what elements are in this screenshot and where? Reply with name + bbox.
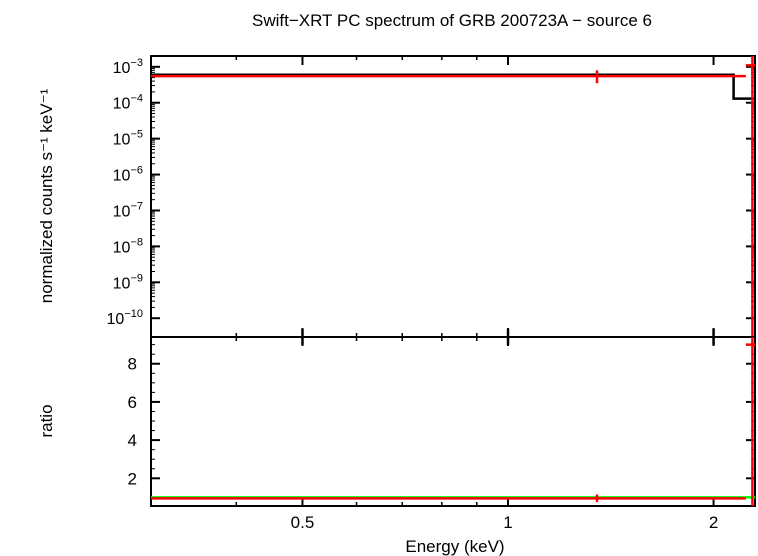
x-tick-label: 0.5 [291,513,315,532]
spectrum-frame [150,55,756,338]
y-tick-label: 10−9 [113,272,143,292]
y-tick-label: 10−3 [113,57,143,77]
x-axis-label: Energy (keV) [405,537,504,556]
model-step-line [151,73,755,100]
y-tick-label: 10−5 [113,129,143,149]
y-tick-label: 10−4 [113,93,143,113]
y-tick-label: 2 [128,469,137,488]
x-tick-label: 2 [709,513,718,532]
y-tick-label: 8 [128,355,137,374]
y-tick-label: 10−6 [113,165,143,185]
chart-title: Swift−XRT PC spectrum of GRB 200723A − s… [252,11,652,30]
y-tick-label: 6 [128,393,137,412]
y-tick-label: 4 [128,431,137,450]
y-tick-label: 10−7 [113,200,143,220]
spectrum-panel: 10−3 10−4 10−5 10−6 10−7 10−8 10−9 10−10 [107,55,756,338]
y-tick-label: 10−8 [113,236,143,256]
spectrum-y-axis-label: normalized counts s⁻¹ keV⁻¹ [37,88,56,303]
ratio-frame [150,336,756,507]
y-tick-label: 10−10 [107,308,143,328]
ratio-y-axis-label: ratio [37,404,56,437]
ratio-panel: 0.5 1 2 2 4 6 8 [128,329,756,532]
x-tick-label: 1 [503,513,512,532]
